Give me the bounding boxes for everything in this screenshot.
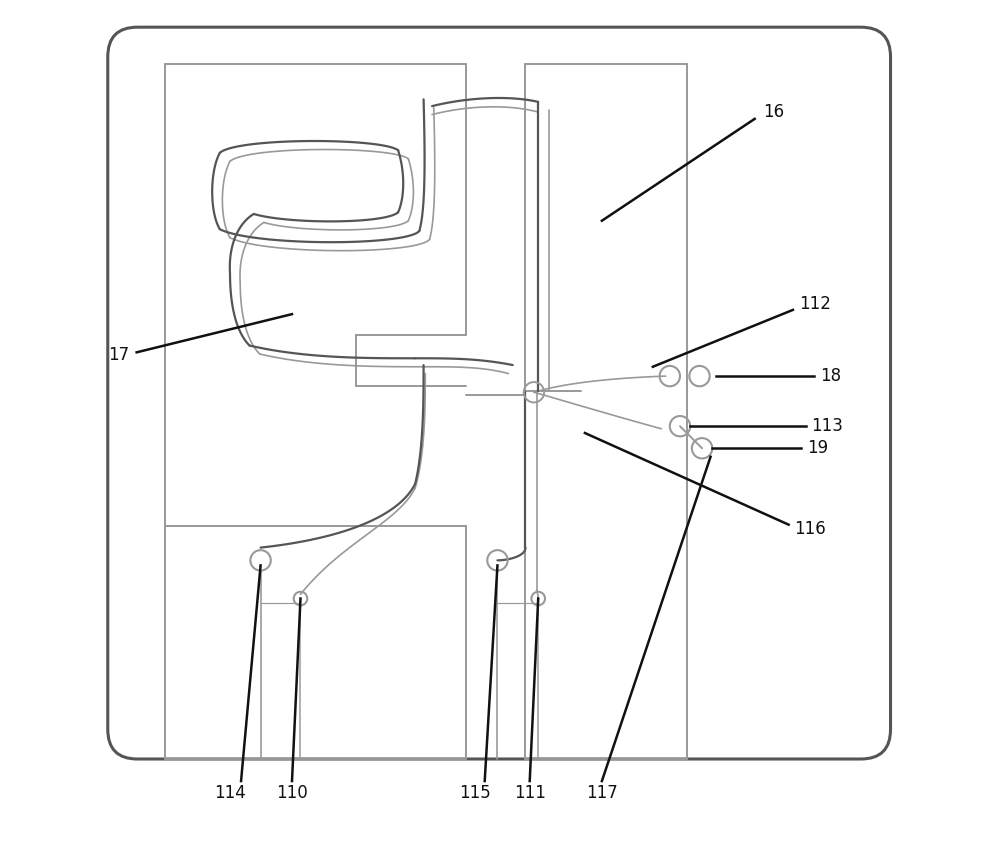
Text: 16: 16: [763, 103, 784, 121]
Text: 110: 110: [276, 784, 308, 802]
Text: 116: 116: [795, 520, 826, 538]
Text: 111: 111: [514, 784, 546, 802]
Text: 117: 117: [586, 784, 618, 802]
Text: 19: 19: [807, 439, 828, 458]
Text: 17: 17: [108, 346, 129, 364]
Text: 115: 115: [459, 784, 490, 802]
Text: 18: 18: [820, 367, 841, 385]
Text: 112: 112: [799, 295, 831, 313]
Text: 114: 114: [214, 784, 246, 802]
Text: 113: 113: [812, 417, 843, 436]
